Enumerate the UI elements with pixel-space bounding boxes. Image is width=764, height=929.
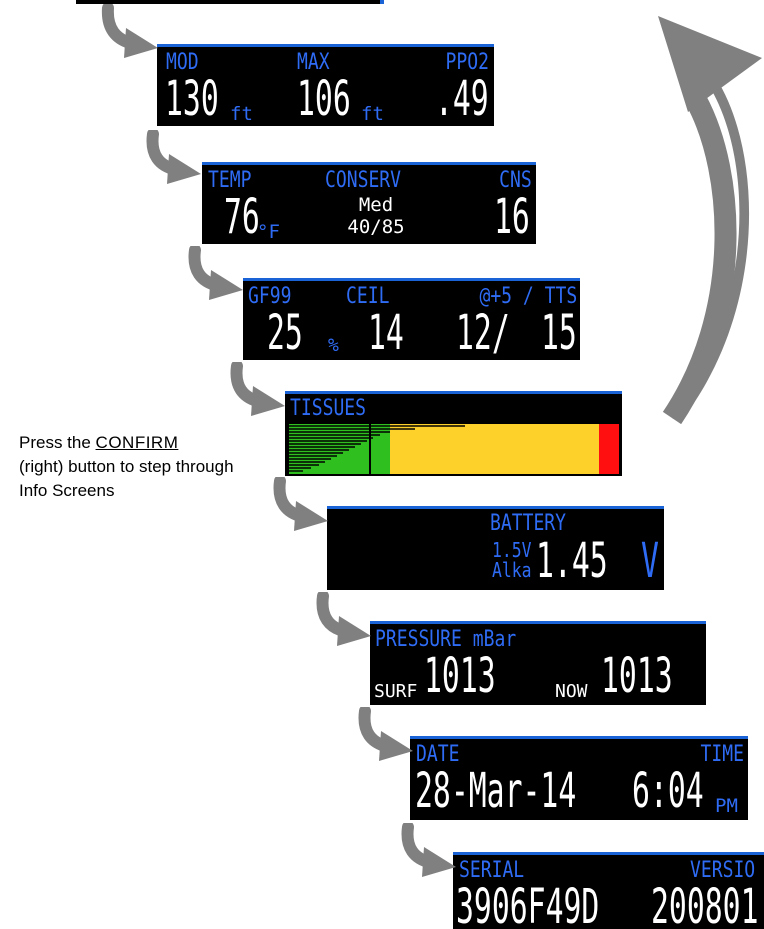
gf99-value: 25 — [267, 305, 303, 360]
battery-type-voltage: 1.5V — [492, 538, 532, 562]
now-value: 1013 — [601, 648, 673, 704]
ppo2-value: .49 — [435, 71, 489, 126]
step-arrow-icon — [101, 4, 158, 58]
date-label: DATE — [416, 742, 460, 767]
conserv-gf: 40/85 — [347, 216, 405, 238]
at5-tts-label: @+5 / TTS — [479, 284, 577, 309]
gf99-label: GF99 — [248, 284, 292, 309]
version-value: 200801 — [651, 879, 759, 929]
at5-value: 12/ — [456, 305, 510, 360]
temp-unit: °F — [257, 221, 280, 243]
return-arrow-icon — [658, 16, 762, 424]
temp-screen: TEMP CONSERV CNS 76 °F Med 40/85 16 — [202, 162, 536, 244]
instruction-text: Press the CONFIRM (right) button to step… — [19, 431, 259, 503]
tissues-label: TISSUES — [290, 396, 367, 421]
gf-screen: GF99 CEIL @+5 / TTS 25 % 14 12/ 15 — [243, 278, 580, 360]
step-arrow-icon — [230, 362, 285, 416]
version-label: VERSIO — [690, 858, 756, 883]
mod-screen: MOD MAX PPO2 130 ft 106 ft .49 — [157, 44, 494, 126]
battery-type-name: Alka — [492, 558, 532, 582]
serial-screen: SERIAL VERSIO 3906F49D 200801 — [453, 852, 764, 929]
ppo2-label: PPO2 — [445, 50, 489, 75]
instruction-pre: Press the — [19, 433, 91, 452]
step-arrow-icon — [146, 130, 201, 184]
conserv-level: Med — [358, 194, 394, 216]
time-ampm: PM — [715, 795, 738, 817]
tissues-bars — [289, 425, 465, 472]
step-arrow-icon — [316, 592, 371, 646]
conserv-label: CONSERV — [325, 168, 402, 193]
ceil-value: 14 — [368, 305, 404, 360]
serial-value: 3906F49D — [456, 879, 600, 929]
battery-unit: V — [641, 533, 659, 589]
battery-screen: BATTERY 1.5V Alka 1.45 V — [327, 506, 664, 590]
temp-value: 76 — [224, 189, 260, 244]
step-arrow-icon — [358, 707, 413, 761]
battery-label: BATTERY — [490, 511, 567, 536]
surf-label: SURF — [374, 681, 418, 702]
cns-label: CNS — [499, 168, 532, 193]
pressure-label: PRESSURE mBar — [375, 627, 517, 652]
date-value: 28-Mar-14 — [415, 763, 577, 819]
now-label: NOW — [555, 681, 588, 702]
tissues-red-zone — [599, 424, 619, 474]
pressure-screen: PRESSURE mBar SURF 1013 NOW 1013 — [370, 621, 706, 705]
tts-value: 15 — [541, 305, 577, 360]
mod-label: MOD — [166, 50, 199, 75]
max-unit: ft — [361, 103, 384, 125]
previous-screen-edge — [76, 0, 384, 4]
tissues-yellow-zone — [390, 424, 599, 474]
datetime-screen: DATE TIME 28-Mar-14 6:04 PM — [410, 736, 748, 820]
mod-unit: ft — [230, 103, 253, 125]
time-value: 6:04 — [632, 763, 704, 819]
battery-value: 1.45 — [536, 533, 608, 589]
step-arrow-icon — [401, 823, 456, 877]
serial-label: SERIAL — [459, 858, 525, 883]
gf99-unit: % — [328, 335, 339, 356]
step-arrow-icon — [273, 477, 328, 531]
mod-value: 130 — [165, 71, 219, 126]
cns-value: 16 — [494, 189, 530, 244]
tissues-screen: TISSUES — [285, 391, 622, 476]
instruction-post: (right) button to step through Info Scre… — [19, 457, 234, 500]
step-arrow-icon — [188, 246, 243, 300]
time-label: TIME — [700, 742, 744, 767]
ceil-label: CEIL — [346, 284, 390, 309]
tissues-graph — [285, 421, 622, 476]
confirm-button-word: CONFIRM — [95, 433, 179, 452]
max-label: MAX — [297, 50, 330, 75]
max-value: 106 — [297, 71, 351, 126]
previous-screen-accent — [380, 0, 384, 4]
temp-label: TEMP — [208, 168, 252, 193]
surf-value: 1013 — [424, 648, 496, 704]
